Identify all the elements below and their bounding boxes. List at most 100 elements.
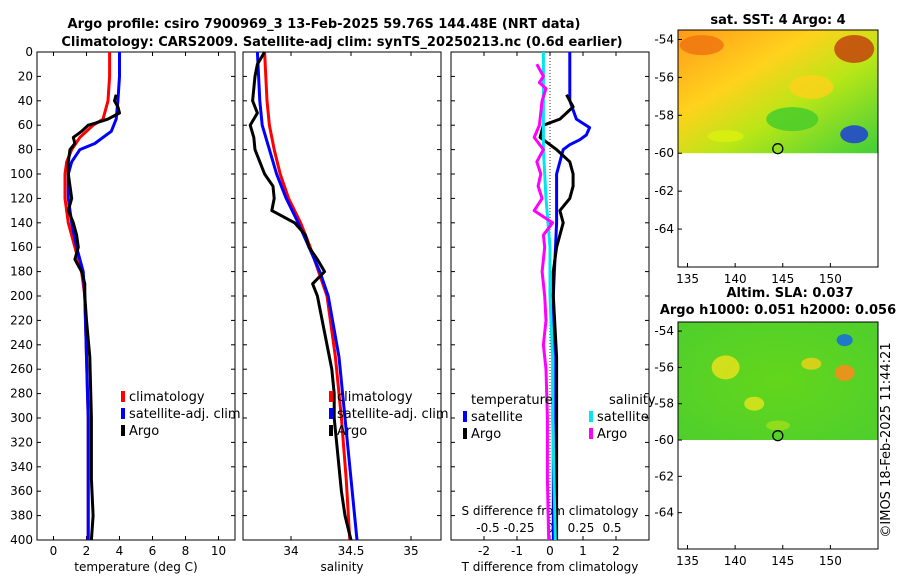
map-data-feature xyxy=(840,125,869,144)
legend-swatch xyxy=(463,428,467,439)
legend-label: satellite xyxy=(471,410,523,425)
x-tick-label: 145 xyxy=(771,554,794,568)
x-axis-label: temperature (deg C) xyxy=(74,560,197,574)
map-data-feature xyxy=(801,357,822,370)
y-tick-label: 160 xyxy=(10,240,33,254)
y-tick-label: -64 xyxy=(654,506,674,520)
legend-label: satellite-adj. clim xyxy=(129,407,241,422)
series-line-salinity-satellite xyxy=(541,52,557,541)
legend-label: Argo xyxy=(597,427,627,442)
plot-frame xyxy=(242,51,442,541)
map-frame xyxy=(677,29,879,268)
argo-location-marker xyxy=(772,430,784,442)
x-axis-label: salinity xyxy=(320,560,363,574)
y-tick-label: 140 xyxy=(10,216,33,230)
x-tick-label: 2 xyxy=(612,544,620,558)
figure-title-line1: Argo profile: csiro 7900969_3 13-Feb-202… xyxy=(68,17,581,32)
map-data-feature xyxy=(834,34,875,63)
y-tick-label: 380 xyxy=(10,509,33,523)
series-line-satellite-adj-clim xyxy=(255,51,359,541)
argo-location-marker xyxy=(772,143,784,155)
s-tick-label: 0 xyxy=(546,521,554,535)
s-tick-label: -0.25 xyxy=(503,521,534,535)
y-tick-label: 320 xyxy=(10,435,33,449)
y-tick-label: -62 xyxy=(654,469,674,483)
legend-swatch xyxy=(463,411,467,422)
map-data-feature xyxy=(766,107,819,132)
y-tick-label: 20 xyxy=(18,69,33,83)
map-data-feature xyxy=(766,420,790,431)
legend-label: Argo xyxy=(129,424,159,439)
x-axis-label: T difference from climatology xyxy=(461,560,639,574)
plot-frame xyxy=(36,51,236,541)
map-data-feature xyxy=(836,334,853,347)
sst-map-panel: 135 140 145 150 -54 -56 -58 -60 -62 -64 xyxy=(654,29,879,286)
y-tick-label: 180 xyxy=(10,265,33,279)
legend-swatch xyxy=(121,391,125,402)
salinity-profile-panel: 34 34.5 35 salinity climatology satellite-adj… xyxy=(242,51,449,574)
map-data-feature xyxy=(744,396,765,411)
legend-swatch xyxy=(121,425,125,436)
y-tick-label: 240 xyxy=(10,338,33,352)
figure-title-line2: Climatology: CARS2009. Satellite-adj cli… xyxy=(61,35,622,50)
legend-title-salinity: salinity xyxy=(609,393,656,408)
x-tick-label: 140 xyxy=(724,554,747,568)
y-tick-label: 260 xyxy=(10,362,33,376)
y-tick-label: -54 xyxy=(654,32,674,46)
legend-label: climatology xyxy=(129,390,205,405)
y-tick-label: 60 xyxy=(18,118,33,132)
x-tick-label: 140 xyxy=(724,272,747,286)
temperature-profile-panel: 0204060801001201401601802002202402602803… xyxy=(10,45,241,574)
x-tick-label: 150 xyxy=(819,554,842,568)
x-tick-label: 6 xyxy=(149,544,157,558)
difference-profile-panel: -2 -1 0 1 2 T difference from climatology S di… xyxy=(450,51,656,574)
y-tick-label: -56 xyxy=(654,70,674,84)
legend-label: satellite xyxy=(597,410,649,425)
y-tick-label: 280 xyxy=(10,387,33,401)
s-tick-label: 0.25 xyxy=(568,521,595,535)
y-tick-label: 40 xyxy=(18,94,33,108)
x-tick-label: 145 xyxy=(771,272,794,286)
series-line-salinity-argo xyxy=(532,63,555,541)
y-tick-label: 300 xyxy=(10,411,33,425)
x-tick-label: 2 xyxy=(83,544,91,558)
legend-swatch xyxy=(589,428,593,439)
legend-swatch xyxy=(329,408,333,419)
legend-label: climatology xyxy=(337,390,413,405)
y-tick-label: -54 xyxy=(654,324,674,338)
s-tick-label: -0.5 xyxy=(476,521,499,535)
x-tick-label: 135 xyxy=(676,554,699,568)
legend-swatch xyxy=(589,411,593,422)
x-tick-label: 0 xyxy=(546,544,554,558)
x-tick-label: 4 xyxy=(116,544,124,558)
map-data-feature xyxy=(711,355,740,380)
legend-label: satellite-adj. clim xyxy=(337,407,449,422)
y-tick-label: -56 xyxy=(654,360,674,374)
sla-map-panel: 135 140 145 150 -54 -56 -58 -60 -62 -64 xyxy=(654,321,879,568)
map-frame xyxy=(677,321,879,550)
y-tick-label: -58 xyxy=(654,108,674,122)
legend-swatch xyxy=(329,425,333,436)
map-data-feature xyxy=(707,130,744,143)
legend-label: Argo xyxy=(337,424,367,439)
y-tick-label: 0 xyxy=(25,45,33,59)
map-data-feature xyxy=(834,364,855,381)
imos-timestamp-watermark: ©IMOS 18-Feb-2025 11:44:21 xyxy=(879,342,894,537)
y-tick-label: 100 xyxy=(10,167,33,181)
y-tick-label: -60 xyxy=(654,146,674,160)
x-tick-label: 150 xyxy=(819,272,842,286)
y-tick-label: 400 xyxy=(10,533,33,547)
x-tick-label: 10 xyxy=(211,544,226,558)
series-line-climatology xyxy=(263,51,352,541)
x-tick-label: 34 xyxy=(283,544,298,558)
series-line-argo xyxy=(248,51,353,541)
legend-swatch xyxy=(329,391,333,402)
y-tick-label: 80 xyxy=(18,143,33,157)
legend-title-temperature: temperature xyxy=(471,393,553,408)
x-tick-label: -1 xyxy=(511,544,523,558)
y-tick-label: -60 xyxy=(654,433,674,447)
s-axis-label: S difference from climatology xyxy=(462,504,639,518)
map-data-feature xyxy=(679,35,724,56)
y-tick-label: -62 xyxy=(654,184,674,198)
sla-map-title-line2: Argo h1000: 0.051 h2000: 0.056 xyxy=(660,303,896,318)
